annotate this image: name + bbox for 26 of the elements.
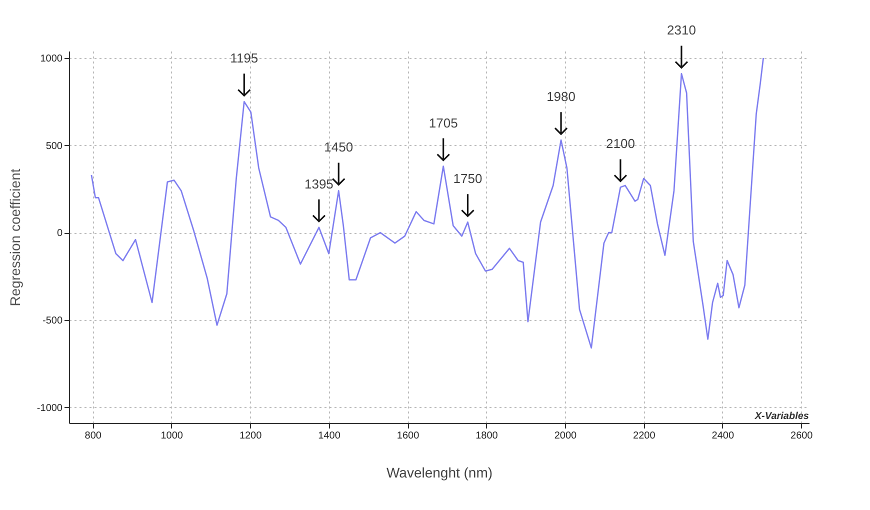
x-tick-label: 2400: [712, 430, 734, 442]
x-axis-title: Wavelenght (nm): [386, 464, 493, 480]
x-tick-label: 1000: [160, 430, 184, 442]
annotation: 2100: [606, 136, 635, 152]
annotation: 1750: [453, 171, 482, 186]
annotation: 1980: [546, 89, 576, 104]
annotation: 1195: [230, 50, 258, 66]
annotation: 1450: [324, 140, 354, 155]
annotation: 1705: [428, 115, 458, 130]
x-tick-label: 1200: [239, 430, 262, 442]
annotation: X-Variables: [754, 411, 810, 422]
y-tick-label: 1000: [40, 53, 63, 64]
annotation: 2310: [667, 22, 696, 38]
y-tick-label: -500: [42, 315, 63, 326]
x-tick-label: 1800: [476, 430, 498, 442]
y-axis-title: Regression coefficient: [6, 168, 23, 306]
x-tick-label: 2200: [633, 430, 656, 442]
y-tick-label: 0: [56, 228, 63, 240]
x-tick-label: 2000: [554, 430, 578, 442]
y-tick-label: -1000: [36, 402, 63, 414]
annotation: 1395: [304, 176, 334, 192]
x-tick-label: 1600: [396, 430, 420, 442]
y-tick-label: 500: [46, 140, 63, 152]
x-tick-label: 2600: [790, 430, 814, 442]
x-tick-label: 800: [84, 430, 102, 442]
x-tick-label: 1400: [318, 430, 341, 442]
